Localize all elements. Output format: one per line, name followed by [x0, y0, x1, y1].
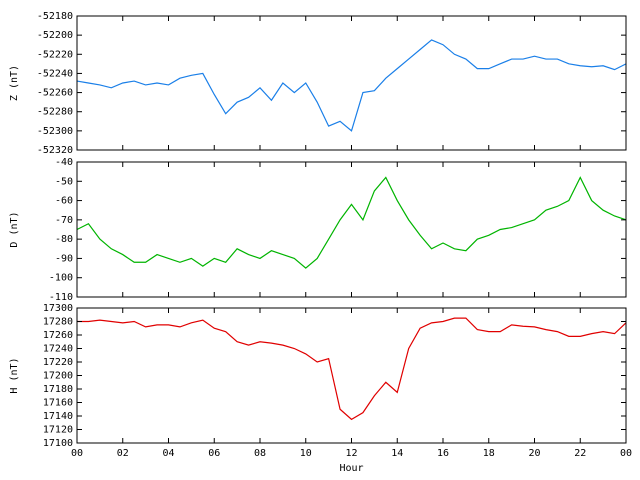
y-tick-label: 17200 [43, 371, 73, 382]
y-tick-label: -110 [49, 292, 73, 303]
y-tick-label: -52240 [37, 68, 73, 79]
y-tick-label: -70 [55, 215, 73, 226]
y-tick-label: -52280 [37, 107, 73, 118]
y-axis-label: Z (nT) [9, 65, 20, 101]
x-tick-label: 08 [254, 448, 266, 459]
y-tick-label: 17100 [43, 438, 73, 449]
y-tick-label: 17300 [43, 303, 73, 314]
y-tick-label: -40 [55, 157, 73, 168]
x-tick-label: 16 [437, 448, 449, 459]
y-axis-label: D (nT) [9, 211, 20, 247]
y-tick-label: 17260 [43, 330, 73, 341]
x-axis-label: Hour [339, 463, 363, 474]
y-tick-label: -50 [55, 176, 73, 187]
y-tick-label: 17280 [43, 317, 73, 328]
y-tick-label: 17240 [43, 344, 73, 355]
x-tick-label: 22 [574, 448, 586, 459]
x-tick-label: 14 [391, 448, 403, 459]
x-tick-label: 12 [345, 448, 357, 459]
x-tick-label: 04 [162, 448, 174, 459]
y-tick-label: 17160 [43, 398, 73, 409]
y-tick-label: -52320 [37, 145, 73, 156]
y-tick-label: 17140 [43, 411, 73, 422]
x-tick-label: 00 [71, 448, 83, 459]
data-line [76, 39, 627, 132]
data-line [77, 317, 627, 421]
plot-frame [76, 307, 627, 444]
y-tick-label: -52260 [37, 88, 73, 99]
y-tick-label: -52220 [37, 49, 73, 60]
x-tick-label: 10 [300, 448, 312, 459]
y-tick-label: -60 [55, 196, 73, 207]
x-tick-label: 20 [528, 448, 540, 459]
y-tick-label: -52300 [37, 126, 73, 137]
y-tick-label: -90 [55, 253, 73, 264]
y-tick-label: -52200 [37, 30, 73, 41]
y-tick-label: -80 [55, 234, 73, 245]
y-tick-label: 17120 [43, 425, 73, 436]
y-tick-label: 17220 [43, 357, 73, 368]
x-tick-label: 02 [117, 448, 129, 459]
x-tick-label: 18 [483, 448, 495, 459]
y-tick-label: -100 [49, 273, 73, 284]
y-tick-label: 17180 [43, 384, 73, 395]
y-tick-label: -52180 [37, 11, 73, 22]
plot-frame [76, 161, 627, 298]
data-line [76, 176, 627, 269]
x-tick-label: 00 [620, 448, 632, 459]
x-tick-label: 06 [208, 448, 220, 459]
y-axis-label: H (nT) [9, 357, 20, 393]
